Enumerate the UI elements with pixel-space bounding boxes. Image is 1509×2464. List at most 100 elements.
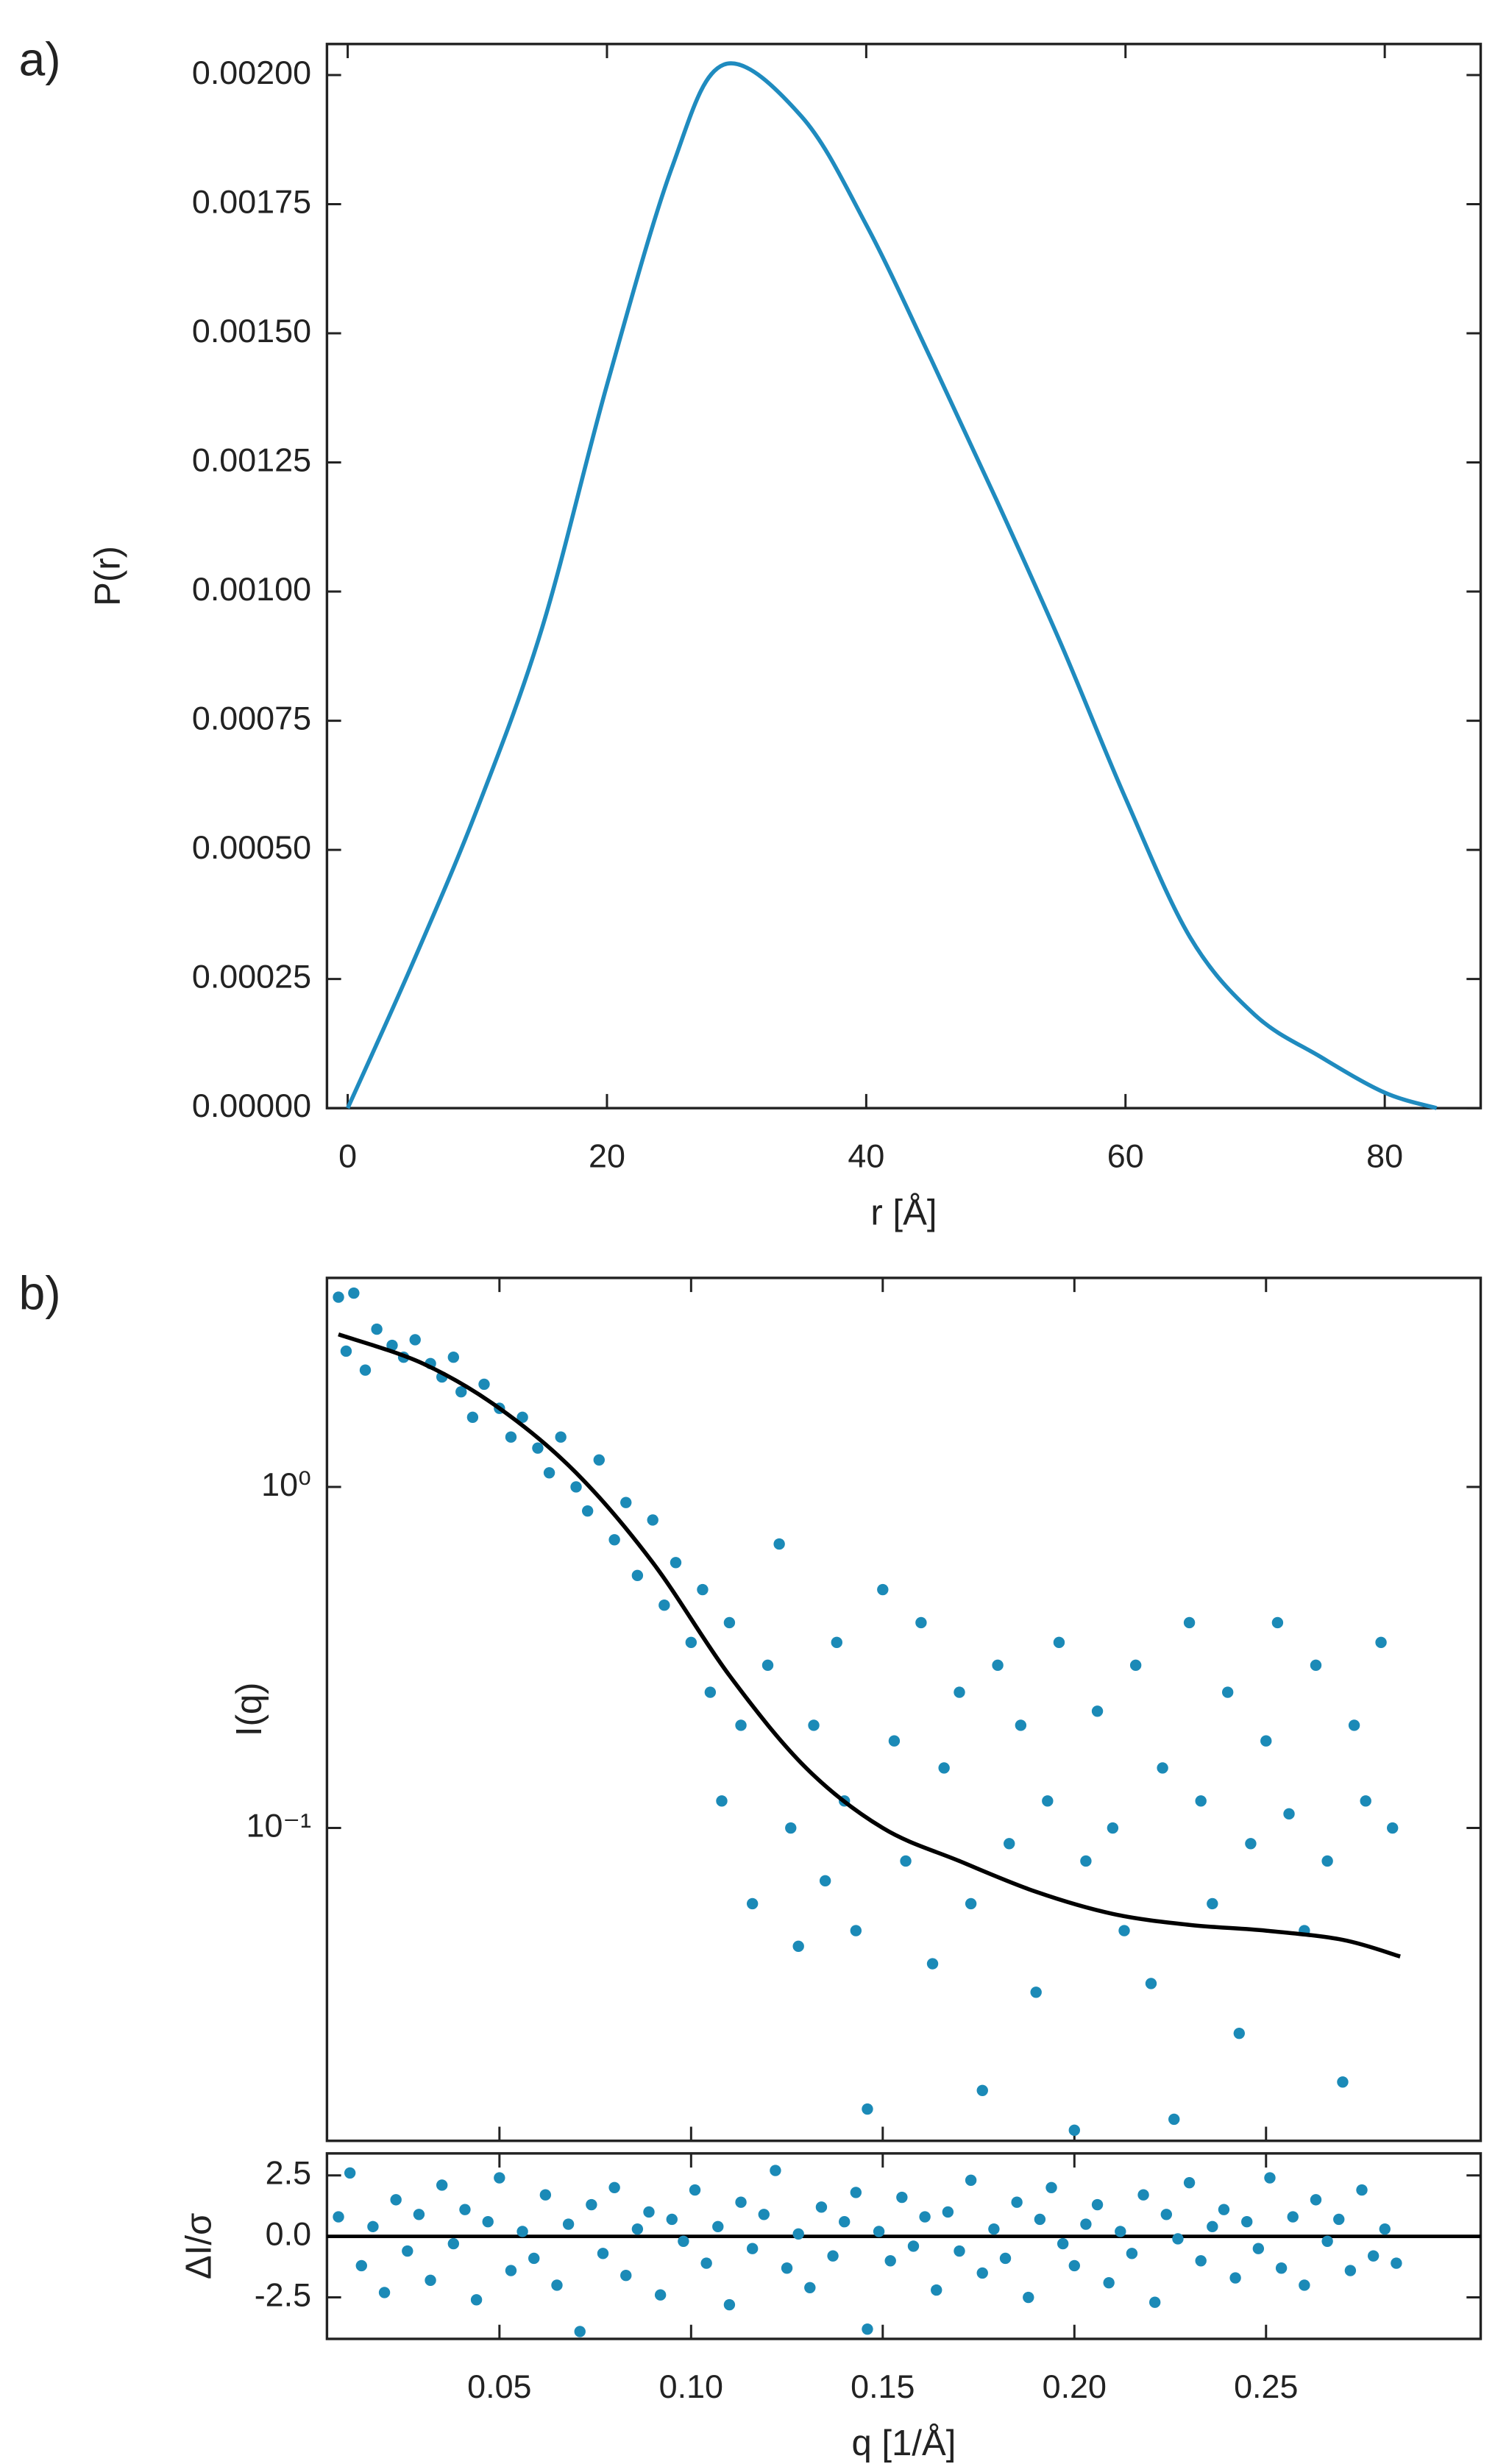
- data-point: [735, 2196, 747, 2208]
- data-point: [1367, 2250, 1380, 2262]
- data-point: [386, 1339, 398, 1352]
- data-point: [689, 2184, 701, 2196]
- y-tick-label: 0.00125: [192, 441, 311, 478]
- y-tick-label: 0.00200: [192, 54, 311, 91]
- x-tick-label: 0.15: [851, 2368, 915, 2405]
- data-point: [792, 2228, 804, 2240]
- data-point: [873, 2226, 885, 2237]
- data-point: [831, 1636, 842, 1649]
- data-point: [1115, 2226, 1126, 2237]
- data-point: [1218, 2204, 1230, 2215]
- data-point: [1229, 2272, 1241, 2284]
- data-point: [532, 1442, 544, 1454]
- data-point: [716, 1795, 728, 1807]
- data-point: [562, 2218, 575, 2230]
- data-point: [704, 1686, 717, 1698]
- data-point: [1195, 1795, 1207, 1807]
- y-tick-label: -2.5: [255, 2276, 311, 2313]
- data-point: [1015, 1719, 1027, 1731]
- data-point: [819, 1875, 831, 1887]
- data-point: [712, 2220, 724, 2233]
- data-point: [1271, 1616, 1284, 1629]
- data-point: [1241, 2216, 1253, 2228]
- data-point: [1252, 2243, 1265, 2254]
- data-point: [965, 2174, 977, 2187]
- data-point: [931, 2284, 942, 2296]
- data-point: [574, 2326, 586, 2337]
- data-point: [761, 1659, 774, 1672]
- data-point: [1145, 1978, 1157, 1989]
- data-point: [1091, 1705, 1104, 1717]
- data-point: [700, 2257, 712, 2269]
- data-point: [1045, 2181, 1057, 2193]
- data-point: [907, 2240, 920, 2252]
- data-point: [647, 1514, 658, 1526]
- data-point: [333, 2211, 344, 2223]
- data-point: [620, 1496, 632, 1508]
- data-point: [808, 1719, 820, 1731]
- data-point: [1310, 2194, 1322, 2206]
- data-point: [1344, 2265, 1357, 2276]
- data-point: [333, 1291, 344, 1303]
- data-point: [926, 1958, 939, 1970]
- data-point: [1068, 2124, 1080, 2137]
- data-point: [896, 2191, 908, 2204]
- data-point: [1107, 1822, 1119, 1834]
- y-tick-label: 0.0: [266, 2215, 311, 2252]
- data-point: [1391, 2257, 1402, 2269]
- x-tick-label: 0.10: [659, 2368, 723, 2405]
- data-point: [340, 1345, 352, 1357]
- data-point: [1137, 2189, 1149, 2201]
- data-point: [1264, 2172, 1276, 2184]
- data-point: [954, 2245, 965, 2257]
- data-point: [976, 2084, 988, 2096]
- y-tick-label: 0.00100: [192, 570, 311, 608]
- data-point: [1245, 1838, 1257, 1850]
- data-point: [685, 1636, 697, 1649]
- data-point: [1091, 2198, 1104, 2211]
- y-tick-label: 0.00000: [192, 1087, 311, 1124]
- data-point: [850, 1925, 862, 1936]
- data-point: [770, 2165, 781, 2176]
- data-point: [723, 1616, 736, 1629]
- data-point: [1287, 2211, 1299, 2223]
- data-point: [850, 2187, 862, 2198]
- panel-label: b): [19, 1266, 61, 1319]
- data-point: [470, 2294, 483, 2306]
- data-point: [1386, 1822, 1399, 1834]
- data-point: [658, 1600, 670, 1611]
- data-point: [884, 2255, 896, 2267]
- y-axis-label: I(q): [230, 1682, 269, 1736]
- data-point: [942, 2206, 954, 2218]
- data-point: [1360, 1795, 1371, 1807]
- data-point: [758, 2209, 770, 2220]
- panel-label: a): [19, 32, 61, 85]
- data-point: [1103, 2276, 1115, 2289]
- data-point: [988, 2223, 1000, 2235]
- x-tick-label: 40: [848, 1137, 884, 1174]
- plot-frame: [325, 43, 1483, 1109]
- data-point: [954, 1686, 965, 1698]
- x-tick-label: 0.20: [1043, 2368, 1107, 2405]
- data-point: [528, 2252, 540, 2265]
- data-point: [1011, 2196, 1023, 2208]
- data-point: [804, 2282, 816, 2293]
- data-point: [355, 2259, 367, 2272]
- data-point: [666, 2213, 678, 2226]
- data-point: [1299, 2279, 1310, 2291]
- data-point: [1129, 1659, 1142, 1672]
- y-tick-label: 0.00175: [192, 182, 311, 220]
- data-point: [359, 1364, 372, 1376]
- y-tick-label: 10⁰: [261, 1466, 311, 1503]
- data-point: [516, 1411, 528, 1424]
- data-point: [1023, 2291, 1034, 2304]
- data-point: [551, 2279, 563, 2291]
- data-point: [723, 2298, 736, 2311]
- x-tick-label: 60: [1107, 1137, 1144, 1174]
- data-point: [1333, 2213, 1345, 2226]
- data-point: [344, 2167, 356, 2179]
- data-point: [455, 1386, 467, 1398]
- plot-frame: [325, 1277, 1483, 2142]
- data-point: [1126, 2248, 1138, 2259]
- data-point: [877, 1583, 889, 1596]
